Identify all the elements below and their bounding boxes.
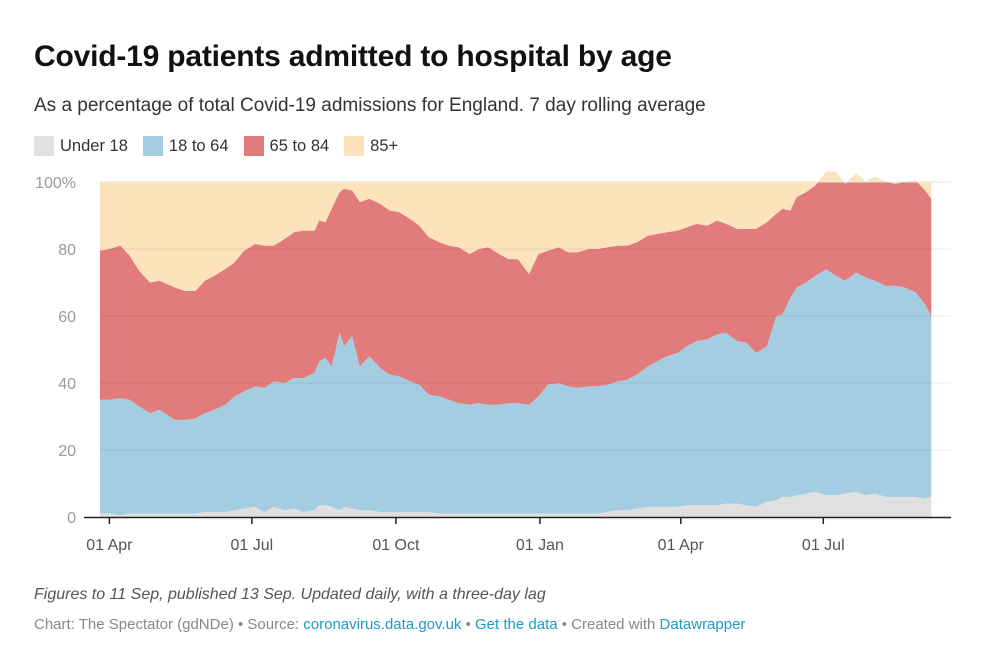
y-axis: 0 20 40 60 80 100%	[35, 175, 76, 527]
legend-swatch-18-to-64	[142, 136, 163, 156]
x-tick-label: 01 Oct	[372, 537, 420, 554]
legend-item-18-to-64: 18 to 64	[142, 136, 229, 156]
byline-separator: •	[461, 616, 476, 633]
chart-subtitle: As a percentage of total Covid-19 admiss…	[34, 95, 706, 116]
get-the-data-link[interactable]: Get the data	[475, 616, 558, 633]
y-tick-label: 40	[58, 376, 76, 393]
area-85-plus	[100, 171, 932, 291]
byline-created-with: • Created with	[557, 616, 660, 633]
datawrapper-link[interactable]: Datawrapper	[659, 616, 746, 633]
gridlines	[100, 181, 951, 451]
legend: Under 18 18 to 64 65 to 84 85+	[34, 136, 413, 156]
area-layers	[100, 171, 932, 517]
area-65-to-84	[100, 171, 932, 420]
chart-notes: Figures to 11 Sep, published 13 Sep. Upd…	[34, 586, 546, 603]
legend-item-85-plus: 85+	[344, 136, 398, 156]
legend-item-under-18: Under 18	[34, 136, 128, 156]
chart-byline: Chart: The Spectator (gdNDe) • Source: c…	[34, 616, 745, 633]
x-axis: 01 Apr 01 Jul 01 Oct 01 Jan 01 Apr 01 Jul	[84, 516, 951, 554]
legend-swatch-85-plus	[344, 136, 365, 156]
legend-label: 85+	[370, 136, 399, 155]
area-under-18	[100, 491, 932, 517]
y-tick-label: 60	[58, 309, 76, 326]
y-tick-label: 0	[67, 510, 76, 527]
legend-label: 18 to 64	[168, 136, 229, 155]
x-tick-label: 01 Jul	[231, 537, 274, 554]
y-tick-label: 100%	[35, 175, 76, 192]
legend-item-65-to-84: 65 to 84	[243, 136, 330, 156]
source-link[interactable]: coronavirus.data.gov.uk	[303, 616, 462, 633]
chart-title: Covid-19 patients admitted to hospital b…	[34, 40, 672, 73]
x-tick-label: 01 Apr	[658, 537, 705, 554]
byline-prefix: Chart: The Spectator (gdNDe) • Source:	[34, 616, 304, 633]
x-tick-label: 01 Apr	[86, 537, 133, 554]
area-18-to-64	[100, 269, 932, 516]
x-tick-label: 01 Jul	[802, 537, 845, 554]
y-tick-label: 20	[58, 443, 76, 460]
legend-label: Under 18	[60, 136, 128, 155]
legend-swatch-under-18	[34, 136, 54, 156]
x-tick-label: 01 Jan	[516, 537, 564, 554]
legend-swatch-65-to-84	[243, 136, 264, 156]
y-tick-label: 80	[58, 242, 76, 259]
legend-label: 65 to 84	[269, 136, 330, 155]
